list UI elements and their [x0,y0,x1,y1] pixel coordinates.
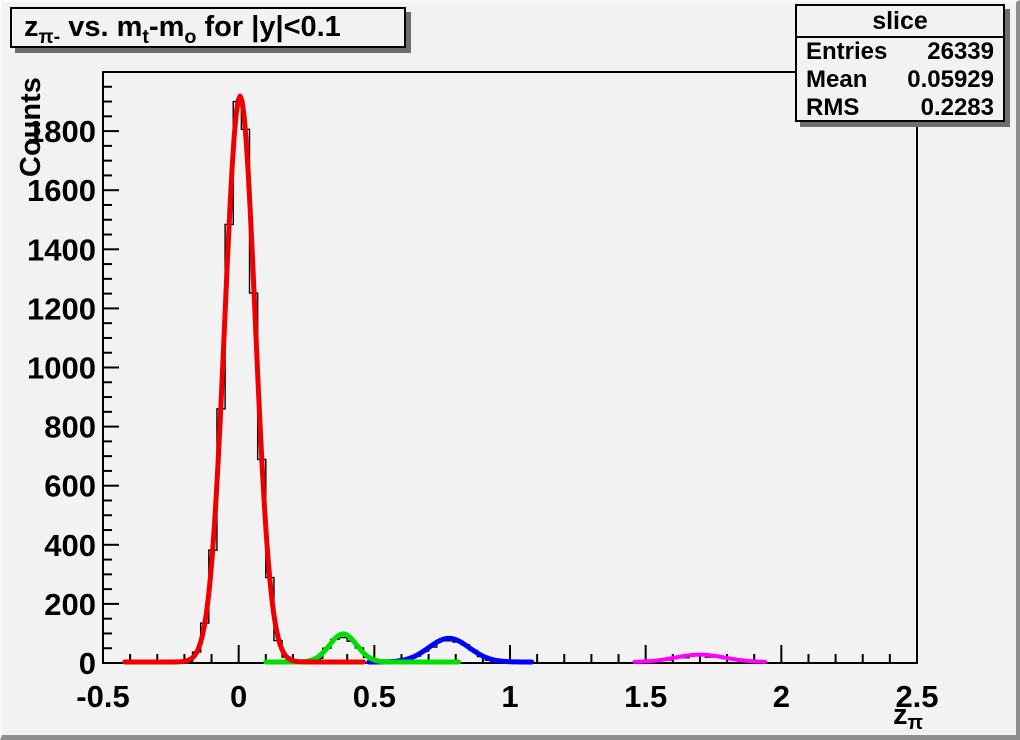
y-tick-label: 1200 [27,291,96,326]
stats-label-mean: Mean [806,66,868,93]
fit-blue-third-peak [366,635,535,665]
stats-row-rms: RMS 0.2283 [797,94,1003,122]
x-tick-label: 1 [501,679,518,714]
fit-red-main-peak [122,93,366,665]
stats-row-mean: Mean 0.05929 [797,66,1003,94]
stats-box: slice Entries 26339 Mean 0.05929 RMS 0.2… [795,4,1005,122]
x-tick-label: 1.5 [624,679,667,714]
x-tick-label: 2 [773,679,790,714]
stats-value-mean: 0.05929 [907,66,994,93]
x-tick-label: -0.5 [76,679,129,714]
plot-title: zπ- vs. mt-mo for |y|<0.1 [24,11,341,48]
stats-value-entries: 26339 [927,38,994,65]
stats-title: slice [797,6,1003,38]
y-tick-label: 400 [44,528,96,563]
y-tick-label: 1400 [27,232,96,267]
stats-row-entries: Entries 26339 [797,38,1003,66]
stats-label-entries: Entries [806,38,888,65]
x-tick-label: 0 [230,679,247,714]
y-tick-label: 1800 [27,114,96,149]
plot-title-box: zπ- vs. mt-mo for |y|<0.1 [10,7,406,48]
fit-magenta-fourth-peak [632,652,768,664]
y-tick-label: 1000 [27,351,96,386]
y-tick-label: 200 [44,587,96,622]
y-tick-label: 0 [79,646,96,681]
x-axis-title: zπ [893,699,923,734]
stats-value-rms: 0.2283 [920,94,994,121]
y-axis-title: Counts [15,77,47,177]
stats-label-rms: RMS [806,94,860,121]
y-tick-label: 600 [44,469,96,504]
histogram-steps [103,100,917,664]
y-tick-label: 800 [44,410,96,445]
x-tick-label: 2.5 [895,679,938,714]
x-tick-label: 0.5 [353,679,396,714]
y-tick-label: 1600 [27,173,96,208]
